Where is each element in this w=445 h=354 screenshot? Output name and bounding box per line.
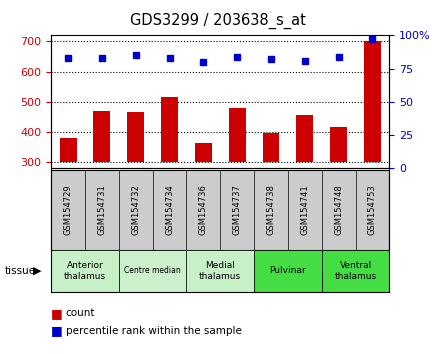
Bar: [195, 143, 212, 162]
Text: GSM154732: GSM154732: [131, 184, 140, 235]
Bar: [119, 250, 186, 292]
Text: GSM154729: GSM154729: [64, 184, 73, 235]
Text: ■: ■: [51, 325, 63, 337]
Bar: [254, 250, 322, 292]
Text: Anterior
thalamus: Anterior thalamus: [64, 261, 106, 280]
Bar: [364, 41, 381, 162]
Text: GSM154741: GSM154741: [300, 184, 309, 235]
Text: Ventral
thalamus: Ventral thalamus: [335, 261, 376, 280]
Bar: [322, 250, 389, 292]
Text: percentile rank within the sample: percentile rank within the sample: [66, 326, 242, 336]
Text: GDS3299 / 203638_s_at: GDS3299 / 203638_s_at: [130, 12, 306, 29]
Text: GSM154737: GSM154737: [233, 184, 242, 235]
Text: Medial
thalamus: Medial thalamus: [199, 261, 241, 280]
Text: ■: ■: [51, 307, 63, 320]
Text: GSM154734: GSM154734: [165, 184, 174, 235]
Bar: [330, 127, 347, 162]
Bar: [161, 97, 178, 162]
Text: GSM154736: GSM154736: [199, 184, 208, 235]
Bar: [296, 115, 313, 162]
Text: count: count: [66, 308, 95, 318]
Text: tissue: tissue: [4, 266, 36, 276]
Bar: [93, 111, 110, 162]
Text: GSM154753: GSM154753: [368, 184, 377, 235]
Text: Centre median: Centre median: [124, 266, 181, 275]
Bar: [127, 112, 144, 162]
Bar: [60, 138, 77, 162]
Text: GSM154738: GSM154738: [267, 184, 275, 235]
Text: ▶: ▶: [33, 266, 42, 276]
Bar: [263, 133, 279, 162]
Text: GSM154731: GSM154731: [97, 184, 106, 235]
Bar: [186, 250, 254, 292]
Bar: [51, 250, 119, 292]
Bar: [229, 108, 246, 162]
Text: Pulvinar: Pulvinar: [270, 266, 306, 275]
Text: GSM154748: GSM154748: [334, 184, 343, 235]
